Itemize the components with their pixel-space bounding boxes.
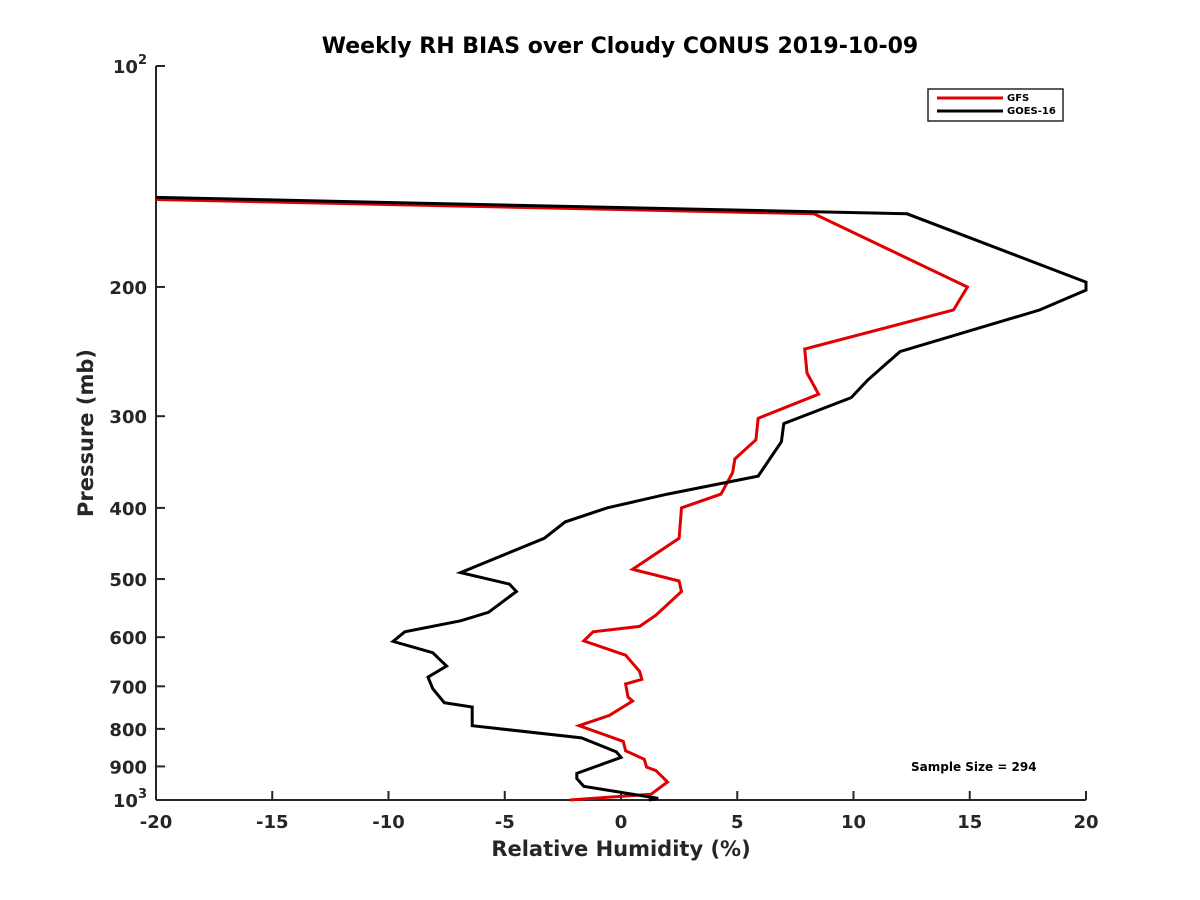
x-tick-label: -20: [140, 812, 173, 833]
plot-series: [155, 195, 1088, 802]
y-tick-label: 400: [109, 499, 147, 520]
y-tick-label: 500: [109, 570, 147, 591]
x-tick-label: 5: [731, 812, 744, 833]
x-tick-label: -15: [256, 812, 289, 833]
y-tick-label: 700: [109, 677, 147, 698]
legend: GFS GOES-16: [927, 88, 1064, 122]
x-tick-label: 10: [841, 812, 866, 833]
y-tick-label: 200: [109, 278, 147, 299]
y-ticks: 102 200 300 400 500 600 700 800 900 103: [109, 53, 165, 812]
x-tick-label: 20: [1073, 812, 1098, 833]
sample-size-annotation: Sample Size = 294: [911, 760, 1037, 774]
y-tick-label: 102: [113, 53, 147, 78]
legend-label-goes16: GOES-16: [1007, 106, 1056, 117]
legend-label-gfs: GFS: [1007, 93, 1029, 104]
series-line-gfs: [155, 198, 970, 802]
x-ticks: -20 -15 -10 -5 0 5 10 15 20: [140, 791, 1099, 833]
y-tick-label: 600: [109, 628, 147, 649]
series-line-goes16: [155, 195, 1088, 802]
chart-title: Weekly RH BIAS over Cloudy CONUS 2019-10…: [322, 34, 918, 59]
legend-box: [927, 88, 1064, 122]
y-axis-label: Pressure (mb): [74, 349, 98, 517]
y-tick-label: 900: [109, 757, 147, 778]
x-tick-label: -10: [372, 812, 405, 833]
x-tick-label: 15: [957, 812, 982, 833]
y-tick-label: 800: [109, 720, 147, 741]
y-tick-label: 300: [109, 407, 147, 428]
x-tick-label: -5: [495, 812, 515, 833]
x-axis-label: Relative Humidity (%): [491, 837, 750, 861]
x-tick-label: 0: [615, 812, 628, 833]
y-tick-label: 103: [113, 787, 147, 812]
